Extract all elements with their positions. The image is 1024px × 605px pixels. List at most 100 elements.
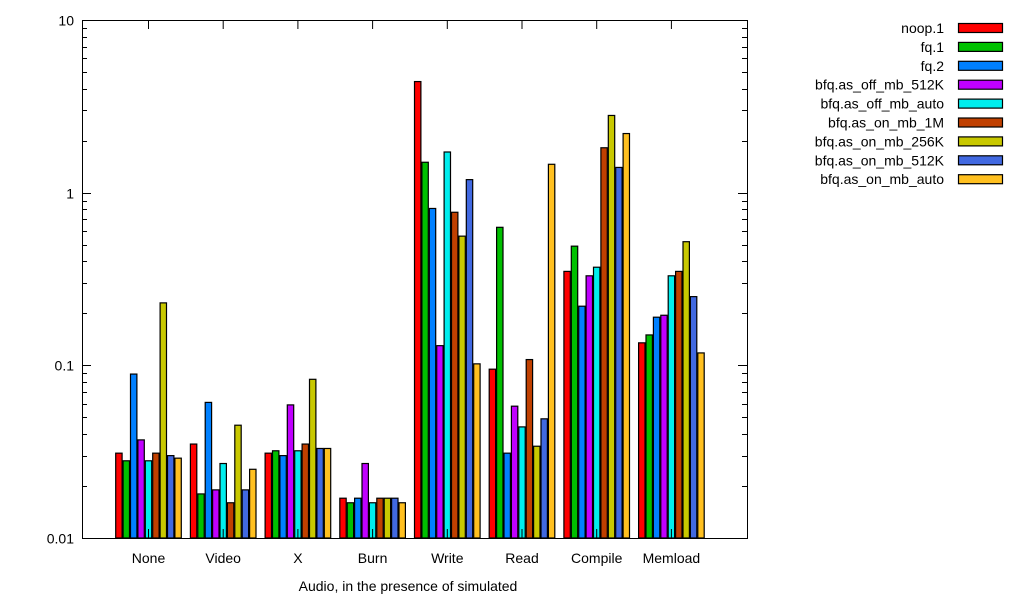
bar-bfq-as-on-mb-256k [532,445,541,539]
bar-bfq-as-off-mb-auto [144,460,153,539]
bar-fq-1 [122,460,131,539]
bar-fq-1 [645,334,654,539]
bar-bfq-as-on-mb-1m [600,147,608,539]
bar-noop-1 [264,452,273,539]
bar-bfq-as-off-mb-512k [137,439,145,539]
x-tick-label: Video [205,550,241,566]
bar-bfq-as-on-mb-256k [383,497,392,539]
legend-label: bfq.as_off_mb_512K [815,77,945,93]
bar-bfq-as-on-mb-auto [473,363,481,539]
bar-noop-1 [563,270,571,539]
bar-bfq-as-on-mb-auto [622,132,631,539]
bar-bfq-as-off-mb-auto [219,462,228,539]
bar-bfq-as-on-mb-auto [547,163,556,539]
bar-fq-2 [354,497,362,539]
plot-frame [82,20,748,539]
bar-bfq-as-on-mb-512k [615,166,623,539]
legend: noop.1 fq.1 fq.2 bfq.as_off_mb_512K bfq.as_o… [815,20,1004,187]
bar-bfq-as-on-mb-512k [540,418,549,539]
legend-label: bfq.as_on_mb_512K [815,152,945,168]
y-tick-label: 0.01 [47,531,74,547]
bar-fq-1 [570,245,579,539]
x-tick-label: Write [431,550,464,566]
y-tick-label: 1 [66,186,74,202]
bar-noop-1 [339,497,347,539]
bar-bfq-as-on-mb-1m [376,497,384,539]
bar-bfq-as-on-mb-1m [674,270,683,539]
legend-swatch [957,79,1004,90]
legend-swatch [957,155,1004,166]
x-tick-label: Read [505,550,538,566]
bar-noop-1 [637,342,646,539]
legend-swatch [957,98,1004,109]
bar-bfq-as-on-mb-256k [159,302,168,539]
bar-fq-1 [421,161,429,539]
legend-label: fq.2 [921,58,945,74]
legend-swatch [957,60,1004,71]
bar-bfq-as-on-mb-512k [465,179,474,539]
bar-bfq-as-off-mb-512k [510,405,519,539]
bars-layer [115,80,705,539]
bar-fq-2 [503,452,512,539]
x-tick-label: Burn [358,550,388,566]
bar-bfq-as-on-mb-auto [323,447,332,539]
bar-bfq-as-on-mb-1m [450,211,459,539]
bar-bfq-as-off-mb-auto [592,266,601,539]
bar-bfq-as-on-mb-512k [391,497,399,539]
y-tick-label: 0.1 [55,358,75,374]
bar-bfq-as-on-mb-auto [398,502,407,539]
bar-bfq-as-off-mb-512k [361,462,370,539]
bar-bfq-as-on-mb-auto [249,468,257,539]
bar-noop-1 [115,452,123,539]
bar-fq-2 [204,401,213,539]
legend-swatch [957,174,1004,185]
bar-bfq-as-on-mb-256k [458,235,466,539]
bar-bfq-as-on-mb-256k [682,241,691,539]
bar-bfq-as-off-mb-auto [518,426,526,539]
bar-bfq-as-on-mb-512k [316,447,324,539]
legend-label: bfq.as_on_mb_1M [828,115,944,131]
bar-bfq-as-on-mb-512k [166,455,175,539]
x-tick-label: Memload [643,550,701,566]
bar-fq-1 [197,493,205,539]
bar-bfq-as-off-mb-auto [294,450,302,539]
bar-bfq-as-on-mb-1m [301,443,310,539]
legend-label: bfq.as_on_mb_256K [815,133,945,149]
legend-swatch [957,136,1004,147]
bar-bfq-as-off-mb-512k [436,345,444,539]
legend-swatch [957,22,1004,34]
bar-fq-2 [428,207,437,539]
bar-fq-2 [578,305,586,539]
bar-bfq-as-on-mb-1m [152,452,160,539]
bar-bfq-as-on-mb-256k [234,424,242,539]
bar-bfq-as-off-mb-512k [212,489,220,539]
x-tick-label: None [132,550,166,566]
bar-bfq-as-on-mb-1m [525,358,534,539]
legend-swatch [957,117,1004,128]
bar-fq-1 [271,450,280,539]
legend-label: noop.1 [901,20,944,36]
bar-bfq-as-on-mb-auto [174,457,182,539]
bar-noop-1 [189,443,198,539]
bar-bfq-as-on-mb-auto [697,352,705,539]
bar-bfq-as-off-mb-512k [660,314,668,539]
legend-label: bfq.as_on_mb_auto [820,171,944,187]
bar-bfq-as-on-mb-1m [226,502,235,539]
legend-label: bfq.as_off_mb_auto [820,96,944,112]
bar-bfq-as-on-mb-512k [241,489,250,539]
bar-bfq-as-on-mb-512k [689,296,698,539]
bar-fq-2 [129,373,138,539]
bar-fq-1 [346,502,355,539]
bar-fq-2 [279,455,287,539]
bar-bfq-as-on-mb-256k [607,114,616,539]
bar-bfq-as-off-mb-512k [585,275,594,539]
bar-noop-1 [413,80,422,539]
bar-fq-1 [496,226,504,539]
bar-bfq-as-on-mb-256k [308,378,317,539]
bar-fq-2 [652,316,661,539]
legend-label: fq.1 [921,39,945,55]
x-tick-label: Compile [571,550,623,566]
bar-noop-1 [488,368,497,539]
legend-swatch [957,41,1004,53]
